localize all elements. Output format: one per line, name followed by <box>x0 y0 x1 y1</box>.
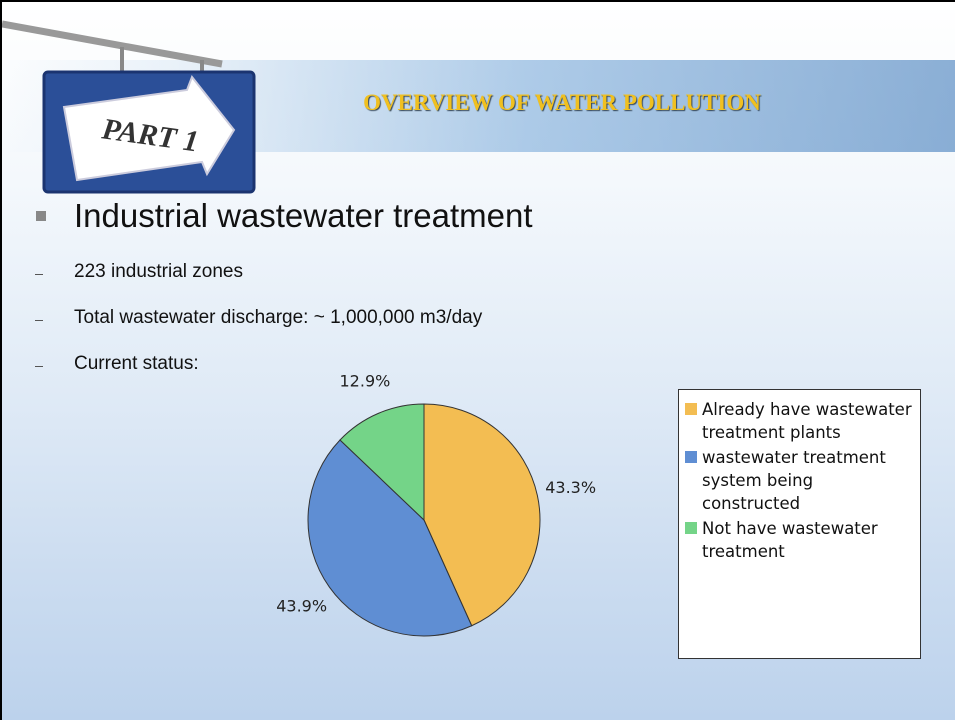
legend: Already have wastewater treatment plants… <box>678 389 921 659</box>
legend-swatch <box>685 403 697 415</box>
dash <box>35 320 43 321</box>
dash <box>35 274 43 275</box>
dash <box>35 366 43 367</box>
data-label: 43.3% <box>545 478 596 497</box>
data-label: 12.9% <box>340 372 391 391</box>
sign-pole <box>2 20 223 68</box>
legend-entry: wastewater treatment system being constr… <box>683 446 916 515</box>
pie-slice <box>423 403 541 627</box>
bullet <box>36 211 46 221</box>
legend-label: wastewater treatment system being constr… <box>702 448 886 513</box>
legend-label: Not have wastewater treatment <box>702 519 878 561</box>
legend-entry: Not have wastewater treatment <box>683 517 916 563</box>
legend-swatch <box>685 522 697 534</box>
slide-title: OVERVIEW OF WATER POLLUTION <box>363 90 761 115</box>
sign-arrow <box>62 75 236 182</box>
legend-label: Already have wastewater treatment plants <box>702 400 912 442</box>
data-label: 43.9% <box>276 596 327 615</box>
pie-slice <box>339 403 425 522</box>
pie-slice <box>307 439 473 637</box>
list-item: 223 industrial zones <box>74 261 243 282</box>
pie-chart: 43.3% 43.9% 12.9% <box>276 372 596 637</box>
list-item: Total wastewater discharge: ~ 1,000,000 … <box>74 307 483 328</box>
heading: Industrial wastewater treatment <box>74 197 533 234</box>
legend-swatch <box>685 451 697 463</box>
legend-entry: Already have wastewater treatment plants <box>683 398 916 444</box>
list-item: Current status: <box>74 353 199 374</box>
